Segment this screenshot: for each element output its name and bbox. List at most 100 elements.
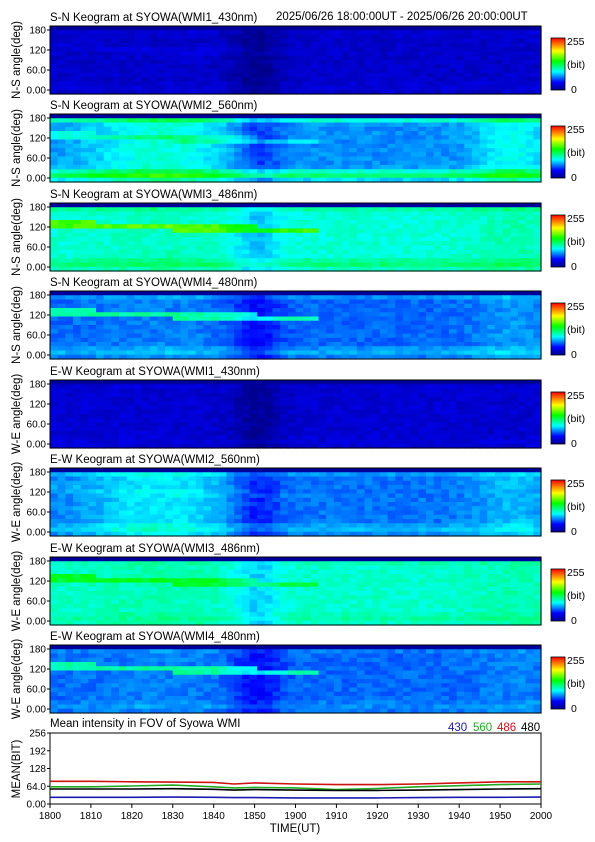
keogram-cell [517,55,527,61]
keogram-cell [418,237,427,242]
keogram-cell [287,26,297,31]
keogram-cell [433,409,442,415]
keogram-cell [395,384,404,390]
keogram-cell [287,118,297,124]
keogram-cell [65,203,74,208]
keogram-cell [379,320,389,326]
keogram-cell [464,397,473,402]
keogram-cell [418,333,427,339]
keogram-cell [433,380,442,385]
keogram-cell [157,254,166,259]
keogram-cell [310,26,320,31]
keogram-cell [218,47,228,53]
keogram-cell [441,38,450,44]
keogram-cell [425,55,435,61]
keogram-cell [257,60,266,65]
keogram-cell [387,207,396,213]
keogram-cell [349,148,358,153]
keogram-cell [103,397,112,402]
keogram-cell [157,426,166,432]
keogram-cell [502,143,511,149]
keogram-cell [418,165,427,170]
keogram-cell [195,152,205,158]
keogram-cell [126,72,135,78]
keogram-cell [356,299,366,305]
keogram-cell [119,237,128,242]
keogram-cell [103,118,112,124]
keogram-cell [387,81,396,87]
keogram-cell [295,68,304,74]
keogram-cell [341,237,350,242]
keogram-cell [287,312,297,318]
keogram-cell [517,414,527,419]
keogram-cell [487,409,496,415]
keogram-cell [418,329,427,335]
keogram-cell [425,249,435,255]
keogram-cell [211,333,220,339]
keogram-cell [226,215,235,221]
keogram-cell [402,47,412,53]
keogram-cell [356,431,366,436]
keogram-cell [487,320,496,326]
keogram-cell [410,148,419,153]
keogram-cell [433,266,442,272]
keogram-cell [364,245,373,251]
keogram-cell [341,303,350,309]
keogram-cell [517,418,527,424]
keogram-cell [241,160,251,166]
keogram-cell [487,207,496,213]
keogram-cell [257,228,266,234]
keogram-cell [134,397,143,402]
keogram-cell [65,414,74,419]
keogram-cell [379,312,389,318]
keogram-cell [356,55,366,61]
keogram-cell [318,207,327,213]
keogram-cell [395,431,404,436]
keogram-cell [364,258,373,264]
keogram-cell [471,118,481,124]
keogram-cell [395,156,404,162]
keogram-cell [188,77,197,82]
keogram-cell [502,380,511,385]
keogram-cell [218,34,228,40]
keogram-cell [295,30,304,36]
keogram-cell [333,152,343,158]
keogram-cell [165,337,174,343]
keogram-cell [142,414,151,419]
keogram-cell [479,320,488,326]
keogram-cell [142,89,151,95]
keogram-cell [494,342,504,347]
keogram-cell [149,329,158,335]
keogram-cell [180,85,189,91]
keogram-cell [50,320,59,326]
keogram-cell [103,388,112,394]
keogram-cell [203,118,212,124]
keogram-cell [157,237,166,242]
keogram-cell [387,384,396,390]
keogram-cell [456,34,465,40]
keogram-cell [165,51,174,57]
colorbar-unit-label: (bit) [567,324,585,336]
keogram-cell [395,426,404,432]
keogram-cell [126,160,135,166]
keogram-cell [195,266,205,272]
keogram-cell [487,72,496,78]
keogram-cell [134,354,143,360]
keogram-cell [387,249,396,255]
keogram-cell [318,431,327,436]
keogram-cell [510,258,519,264]
keogram-cell [249,384,258,390]
keogram-cell [433,431,442,436]
keogram-cell [257,325,266,330]
keogram-cell [280,211,289,217]
keogram-cell [218,258,228,264]
keogram-cell [379,401,389,407]
keogram-cell [142,312,151,318]
keogram-cell [303,72,312,78]
keogram-cell [487,312,496,318]
keogram-cell [418,312,427,318]
keogram-cell [249,68,258,74]
keogram-cell [510,143,519,149]
keogram-cell [418,139,427,145]
keogram-cell [280,401,289,407]
